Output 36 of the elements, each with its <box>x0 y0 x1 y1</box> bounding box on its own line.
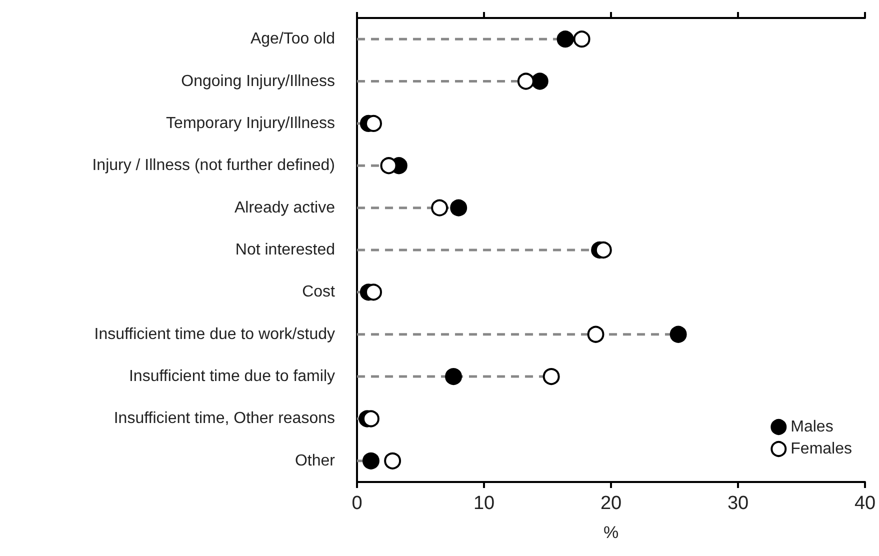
x-axis-title: % <box>603 523 619 542</box>
x-tick-label: 40 <box>854 493 876 514</box>
point <box>431 199 448 216</box>
point <box>380 157 398 174</box>
y-tick-label: Other <box>294 452 336 470</box>
x-tick-label: 10 <box>473 493 495 514</box>
y-tick-label: Already active <box>234 199 336 216</box>
y-tick-label: Not interested <box>235 242 335 258</box>
point <box>450 199 468 216</box>
point <box>670 326 687 343</box>
point <box>365 114 382 132</box>
point <box>517 72 534 90</box>
point <box>556 30 574 48</box>
legend-label: Males <box>790 418 834 436</box>
point <box>445 368 462 386</box>
point <box>573 30 590 48</box>
point <box>542 368 560 386</box>
y-tick-label: Injury / Illness (not further defined) <box>92 157 335 174</box>
y-tick-label: Cost <box>302 284 336 301</box>
y-tick-label: Insufficient time due to family <box>128 368 335 386</box>
point <box>365 284 382 301</box>
x-tick-label: 0 <box>352 493 362 514</box>
y-tick-label: Temporary Injury/Illness <box>166 114 335 132</box>
legend-label: Females <box>790 440 852 458</box>
point <box>384 452 402 470</box>
point <box>362 410 380 428</box>
point <box>587 326 604 343</box>
point <box>594 242 612 258</box>
x-tick-label: 20 <box>600 493 622 514</box>
point <box>362 452 380 470</box>
y-tick-label: Insufficient time, Other reasons <box>114 410 335 428</box>
x-tick-label: 30 <box>727 493 749 514</box>
y-tick-label: Ongoing Injury/Illness <box>181 72 335 90</box>
y-tick-label: Insufficient time due to work/study <box>94 326 335 343</box>
y-tick-label: Age/Too old <box>250 30 335 48</box>
point <box>531 72 548 90</box>
